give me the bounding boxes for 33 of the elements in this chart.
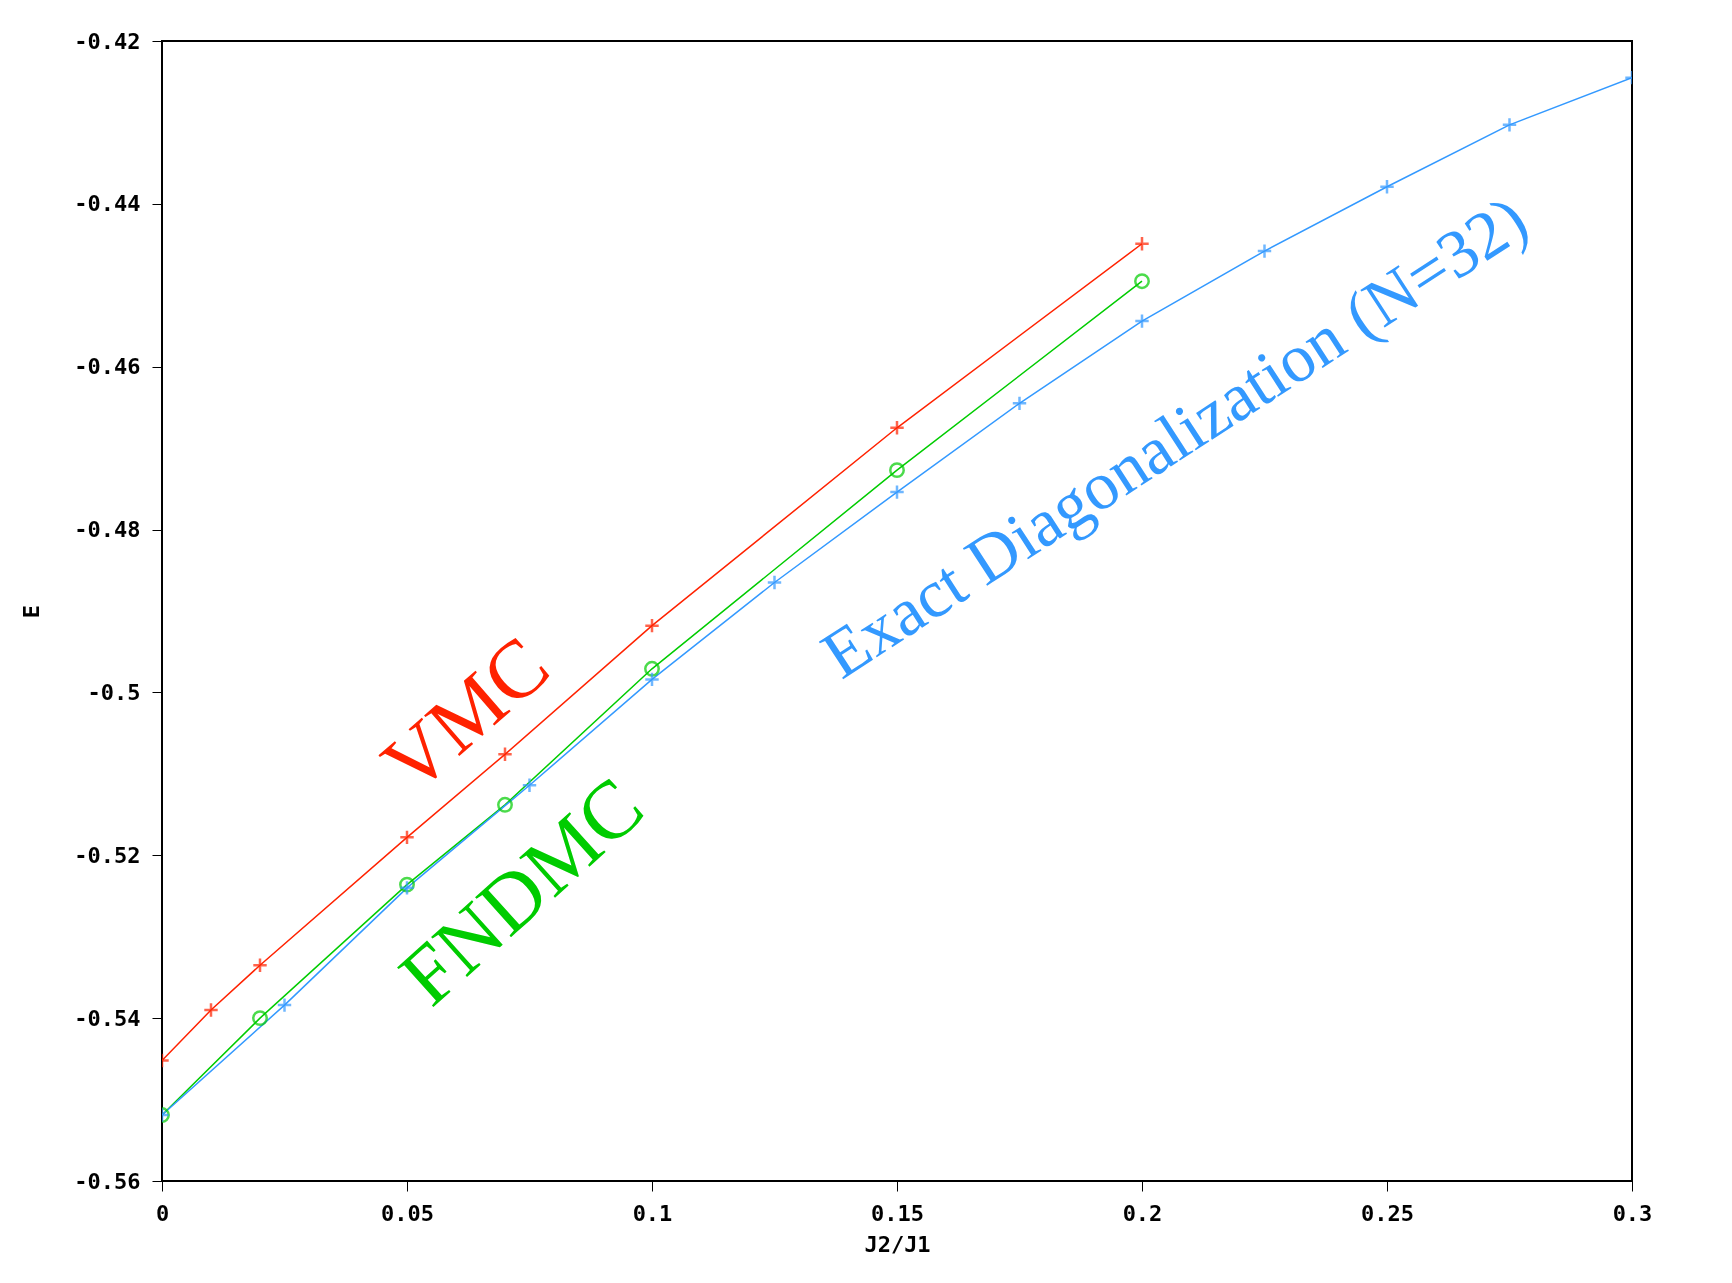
point	[1134, 273, 1150, 290]
x-tick-label: 0.1	[632, 1200, 673, 1226]
point	[644, 617, 660, 634]
y-tick-label: -0.54	[74, 1005, 141, 1031]
x-axis-title: J2/J1	[864, 1231, 931, 1257]
point	[644, 660, 660, 677]
x-tick-label: 0.3	[1612, 1200, 1653, 1226]
point	[203, 1002, 219, 1018]
point	[889, 462, 905, 479]
point	[644, 671, 660, 688]
y-tick-label: -0.52	[74, 842, 141, 868]
y-tick-label: -0.46	[74, 354, 141, 380]
x-tick-label: 0.05	[381, 1200, 434, 1226]
x-tick-label: 0	[155, 1200, 170, 1226]
point	[889, 419, 905, 436]
point	[252, 1010, 268, 1027]
point	[1256, 243, 1273, 260]
x-tick-label: 0.2	[1122, 1200, 1163, 1226]
y-tick-label: -0.44	[74, 191, 141, 217]
x-tick-label: 0.25	[1361, 1200, 1414, 1226]
y-tick-label: -0.5	[87, 679, 141, 705]
y-axis-title: E	[19, 604, 45, 619]
point	[1379, 178, 1395, 195]
y-tick-label: -0.48	[74, 517, 141, 543]
point	[276, 997, 293, 1014]
point	[252, 957, 268, 974]
point	[889, 484, 905, 501]
point	[1501, 116, 1518, 133]
point	[766, 574, 783, 591]
x-tick-label: 0.15	[871, 1200, 924, 1226]
point	[1134, 235, 1150, 252]
y-tick-label: -0.42	[74, 28, 141, 54]
y-tick-label: -0.56	[74, 1168, 141, 1194]
